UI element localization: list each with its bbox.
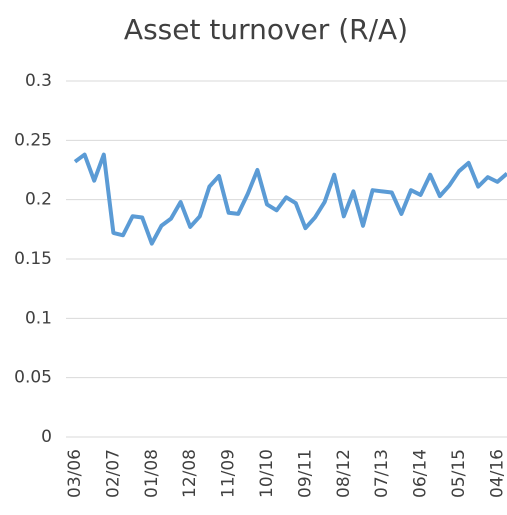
line-series (73, 152, 507, 246)
x-tick-label: 02/07 (103, 449, 123, 498)
x-tick-label: 03/06 (65, 449, 85, 498)
x-tick-label: 08/12 (334, 449, 354, 498)
y-tick-label: 0.05 (14, 368, 52, 388)
x-tick-label: 01/08 (142, 449, 162, 498)
chart-title: Asset turnover (R/A) (124, 13, 408, 46)
y-tick-label: 0.25 (14, 130, 52, 150)
x-tick-label: 04/16 (487, 449, 507, 498)
y-tick-label: 0.1 (25, 308, 52, 328)
x-tick-label: 05/15 (449, 449, 469, 498)
x-tick-label: 06/14 (411, 449, 431, 498)
x-tick-label: 12/08 (180, 449, 200, 498)
y-tick-label: 0.15 (14, 249, 52, 269)
x-tick-label: 11/09 (219, 449, 239, 498)
y-tick-label: 0.2 (25, 190, 52, 210)
y-tick-label: 0 (41, 427, 52, 447)
y-tick-label: 0.3 (25, 71, 52, 91)
x-tick-label: 10/10 (257, 449, 277, 498)
x-tick-label: 09/11 (295, 449, 315, 498)
x-tick-label: 07/13 (372, 449, 392, 498)
